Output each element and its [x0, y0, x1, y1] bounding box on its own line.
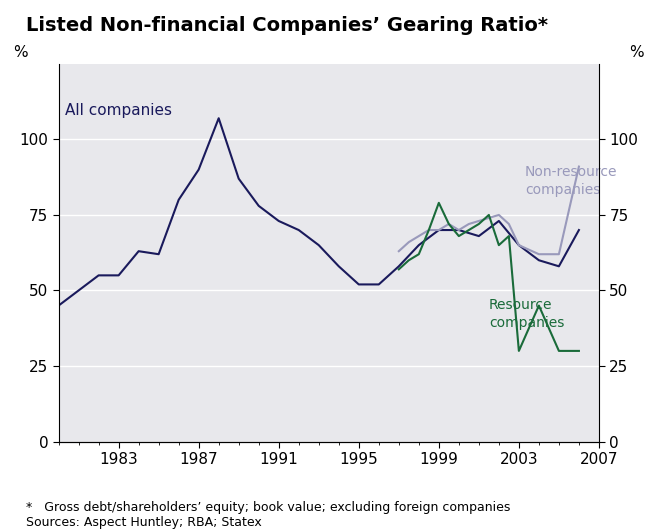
Text: %: %	[14, 45, 28, 60]
Text: Non-resource
companies: Non-resource companies	[525, 165, 617, 197]
Text: All companies: All companies	[64, 103, 172, 118]
Text: Listed Non-financial Companies’ Gearing Ratio*: Listed Non-financial Companies’ Gearing …	[26, 16, 548, 35]
Text: *   Gross debt/shareholders’ equity; book value; excluding foreign companies
Sou: * Gross debt/shareholders’ equity; book …	[26, 501, 510, 529]
Text: %: %	[630, 45, 644, 60]
Text: Resource
companies: Resource companies	[489, 298, 564, 330]
